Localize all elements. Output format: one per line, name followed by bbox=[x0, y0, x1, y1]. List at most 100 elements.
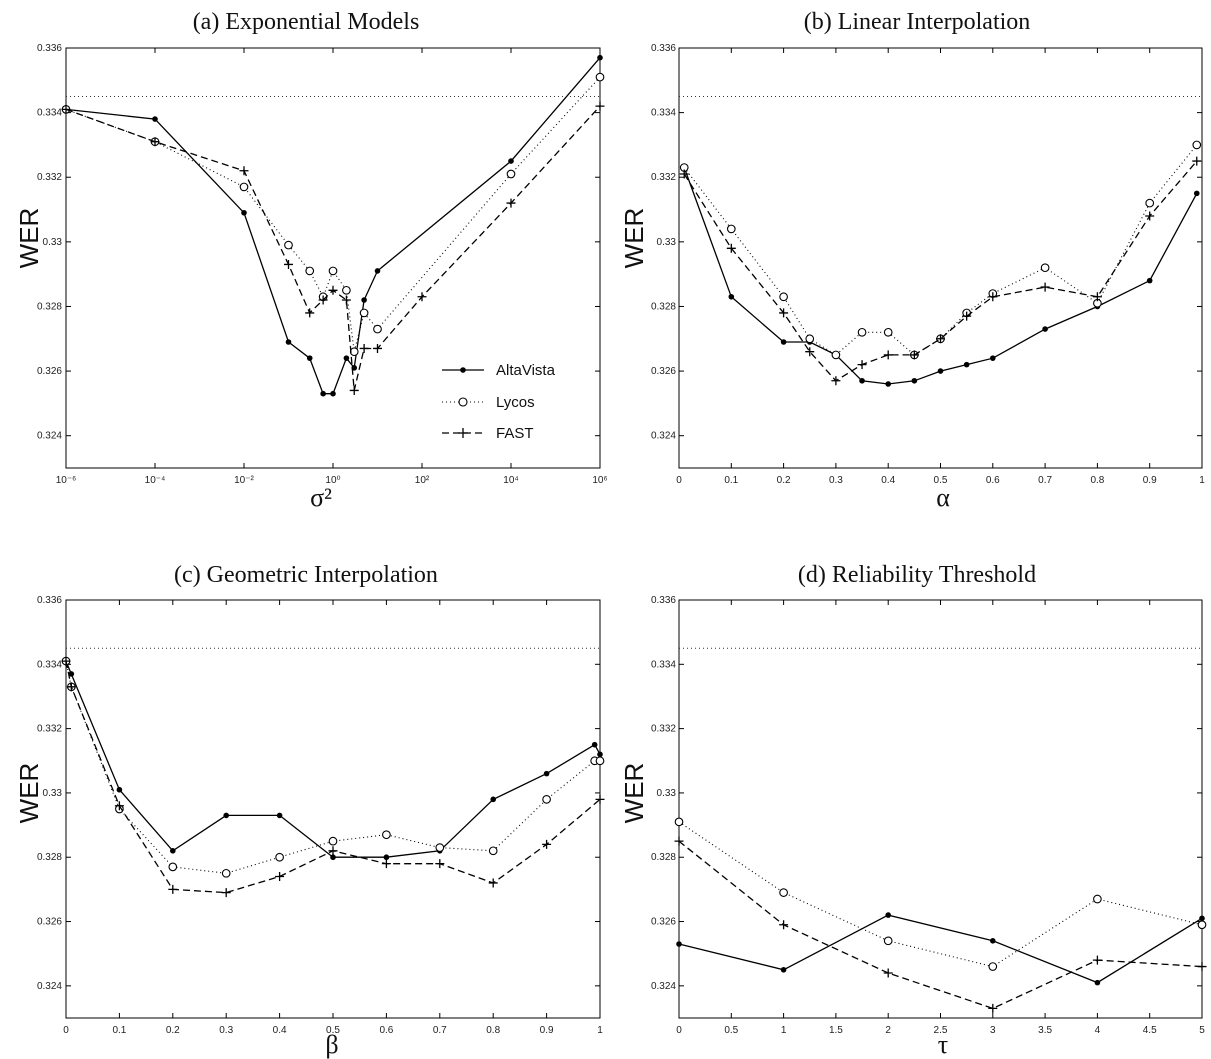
x-tick-label: 0.5 bbox=[724, 1025, 738, 1036]
point-lycos bbox=[275, 852, 284, 862]
panel-d-title: (d) Reliability Threshold bbox=[798, 562, 1036, 588]
x-tick-label: 4 bbox=[1095, 1025, 1101, 1036]
x-tick-label: 0.8 bbox=[486, 1025, 500, 1036]
point-altavista bbox=[859, 377, 865, 384]
point-altavista bbox=[152, 116, 158, 122]
y-tick-label: 0.326 bbox=[651, 366, 676, 377]
legend-entry-lycos: Lycos bbox=[442, 394, 535, 411]
point-altavista bbox=[597, 54, 603, 61]
y-tick-label: 0.326 bbox=[37, 917, 62, 928]
point-fast bbox=[328, 285, 338, 295]
legend-marker-fast bbox=[458, 428, 468, 438]
x-tick-label: 3 bbox=[990, 1025, 996, 1036]
point-altavista bbox=[676, 941, 682, 947]
x-tick-label: 5 bbox=[1199, 1025, 1205, 1036]
legend-label-altavista: AltaVista bbox=[496, 362, 556, 379]
y-tick-label: 0.328 bbox=[37, 301, 62, 312]
x-tick-label: 10² bbox=[415, 475, 430, 486]
x-tick-label: 0.1 bbox=[724, 475, 738, 486]
x-tick-label: 0.5 bbox=[934, 475, 948, 486]
point-fast bbox=[542, 839, 552, 849]
panel-d-xlabel: τ bbox=[938, 1030, 948, 1059]
point-fast bbox=[779, 308, 789, 318]
point-altavista bbox=[543, 770, 550, 777]
series-line-fast bbox=[65, 105, 601, 391]
x-tick-label: 1.5 bbox=[829, 1025, 843, 1036]
point-lycos bbox=[674, 817, 684, 827]
point-fast bbox=[1192, 156, 1202, 166]
point-altavista bbox=[1094, 979, 1101, 986]
x-tick-label: 10⁶ bbox=[592, 475, 607, 486]
y-tick-label: 0.328 bbox=[651, 301, 676, 312]
y-tick-label: 0.334 bbox=[37, 108, 62, 119]
y-tick-label: 0.326 bbox=[37, 366, 62, 377]
point-fast bbox=[988, 1003, 998, 1013]
x-tick-label: 0 bbox=[63, 1025, 69, 1036]
legend-marker-altavista bbox=[460, 367, 466, 373]
panel-a-ylabel: WER bbox=[14, 208, 44, 269]
point-altavista bbox=[223, 812, 229, 819]
y-tick-label: 0.33 bbox=[43, 788, 63, 799]
legend-entry-altavista: AltaVista bbox=[442, 362, 556, 379]
point-fast bbox=[831, 376, 841, 386]
y-tick-label: 0.324 bbox=[37, 431, 62, 442]
panel-a-title: (a) Exponential Models bbox=[193, 9, 420, 35]
point-altavista bbox=[780, 339, 787, 345]
point-lycos bbox=[857, 327, 867, 337]
point-fast bbox=[1197, 962, 1207, 972]
point-fast bbox=[595, 101, 605, 111]
y-tick-label: 0.328 bbox=[37, 852, 62, 863]
point-altavista bbox=[68, 671, 75, 677]
point-altavista bbox=[306, 355, 313, 361]
point-lycos bbox=[488, 846, 498, 856]
point-fast bbox=[909, 350, 919, 360]
series-line-altavista bbox=[65, 660, 601, 858]
point-lycos bbox=[883, 327, 893, 337]
point-altavista bbox=[990, 938, 996, 944]
point-altavista bbox=[963, 361, 970, 368]
point-fast bbox=[1040, 282, 1050, 292]
point-fast bbox=[1145, 211, 1155, 221]
point-altavista bbox=[591, 741, 598, 748]
point-lycos bbox=[1040, 263, 1050, 273]
panel-a: (a) Exponential Models WER σ² bbox=[14, 9, 419, 512]
point-altavista bbox=[937, 368, 944, 374]
axes-box bbox=[65, 599, 601, 1019]
x-tick-label: 2.5 bbox=[934, 1025, 948, 1036]
panel-b-ylabel: WER bbox=[619, 208, 649, 269]
panel-c: (c) Geometric Interpolation WER β bbox=[14, 562, 438, 1059]
y-tick-label: 0.324 bbox=[37, 981, 62, 992]
panel-b-title: (b) Linear Interpolation bbox=[804, 9, 1031, 35]
y-tick-label: 0.33 bbox=[657, 788, 677, 799]
point-altavista bbox=[490, 796, 497, 803]
point-lycos bbox=[779, 888, 788, 897]
x-tick-label: 10⁰ bbox=[325, 475, 340, 486]
y-tick-label: 0.336 bbox=[651, 595, 676, 606]
x-tick-label: 0 bbox=[676, 475, 682, 486]
y-tick-label: 0.324 bbox=[651, 431, 676, 442]
x-tick-label: 0.7 bbox=[1038, 475, 1052, 486]
point-lycos bbox=[168, 862, 178, 872]
point-fast bbox=[857, 360, 867, 370]
x-tick-label: 0.2 bbox=[777, 475, 791, 486]
point-lycos bbox=[988, 962, 998, 971]
point-altavista bbox=[330, 390, 336, 397]
panel-a-xlabel: σ² bbox=[310, 483, 332, 512]
point-fast bbox=[239, 166, 249, 176]
series-line-altavista bbox=[683, 167, 1198, 385]
point-fast bbox=[114, 801, 124, 811]
y-tick-label: 0.326 bbox=[651, 917, 676, 928]
y-tick-label: 0.334 bbox=[651, 108, 676, 119]
point-fast bbox=[275, 872, 285, 882]
x-tick-label: 1 bbox=[597, 1025, 603, 1036]
point-lycos bbox=[831, 350, 841, 360]
series-line-altavista bbox=[65, 57, 601, 395]
axes-box bbox=[678, 47, 1203, 469]
panel-b: (b) Linear Interpolation WER α bbox=[619, 9, 1030, 512]
y-tick-label: 0.336 bbox=[651, 43, 676, 54]
y-tick-label: 0.336 bbox=[37, 43, 62, 54]
point-lycos bbox=[328, 836, 338, 846]
legend-marker-lycos bbox=[458, 397, 468, 407]
point-altavista bbox=[330, 854, 336, 861]
